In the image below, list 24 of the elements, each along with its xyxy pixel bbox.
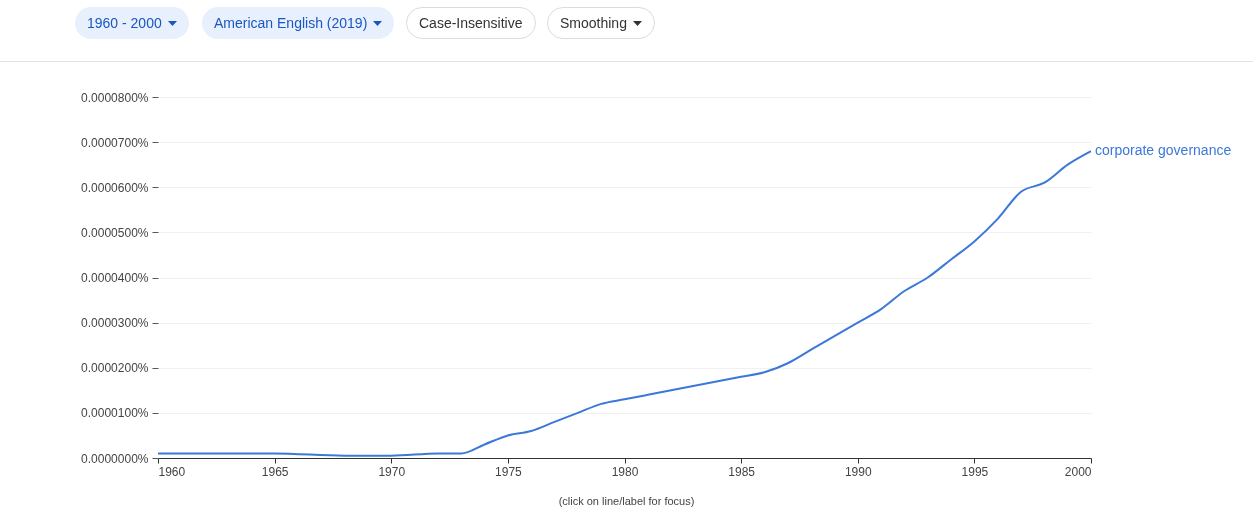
- y-tick-label: 0.0000700%: [81, 135, 149, 150]
- x-tick-label: 1980: [611, 464, 639, 479]
- x-tick-label: 1975: [495, 464, 523, 479]
- x-tick-label: 1985: [728, 464, 756, 479]
- x-tick-label: 1970: [378, 464, 406, 479]
- text: Case-Insensitive: [419, 15, 523, 31]
- text: (click on line/label for focus): [557, 495, 696, 507]
- x-tick-label: 2000: [1064, 464, 1092, 479]
- y-tick-label: 0.0000400%: [81, 271, 149, 285]
- x-tick-label: 1965: [261, 464, 289, 479]
- x-tick-label: 1990: [844, 464, 872, 479]
- y-tick-label: 0.0000300%: [81, 316, 149, 331]
- y-tick-label: 0.0000000%: [81, 451, 149, 466]
- text: American English (2019): [214, 15, 368, 31]
- y-tick-label: 0.0000500%: [81, 225, 149, 240]
- x-tick-label: 1995: [961, 464, 989, 479]
- y-tick-label: 0.0000800%: [81, 90, 149, 105]
- series-label: corporate governance: [1095, 142, 1232, 159]
- y-tick-label: 0.0000100%: [81, 406, 149, 421]
- y-tick-label: 0.0000200%: [81, 361, 149, 376]
- x-tick-label: 1960: [158, 464, 186, 479]
- text: 1960 - 2000: [87, 15, 162, 31]
- text: Smoothing: [560, 15, 627, 31]
- y-tick-label: 0.0000600%: [81, 180, 149, 195]
